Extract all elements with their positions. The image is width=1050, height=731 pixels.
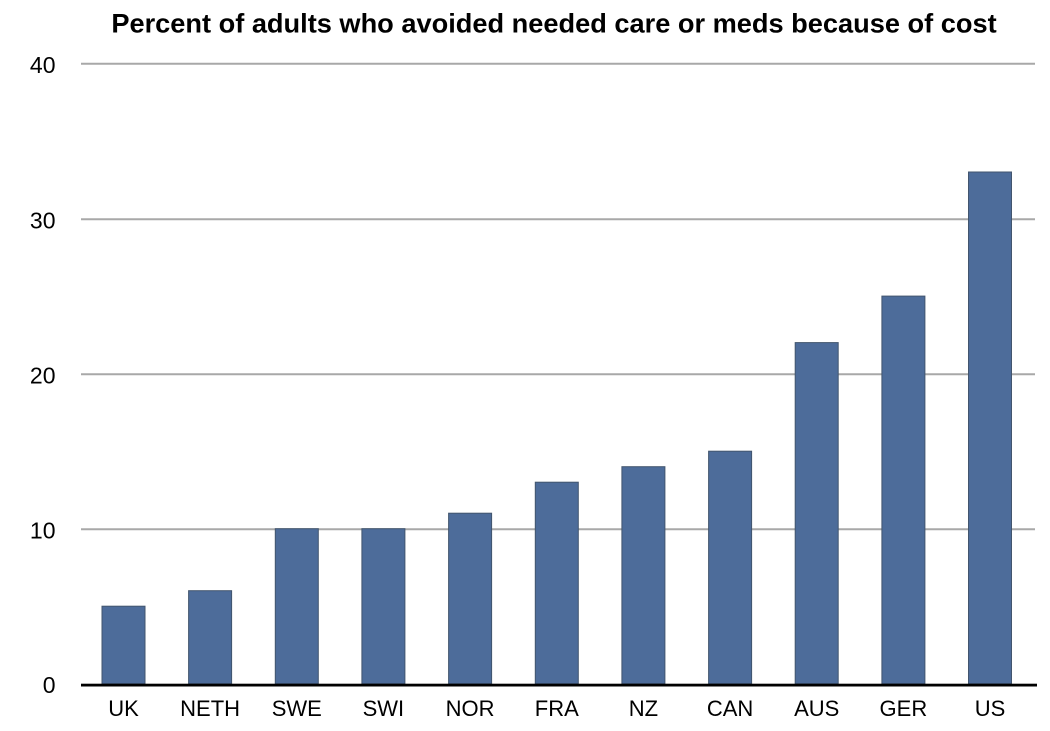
svg-text:NZ: NZ	[629, 696, 658, 721]
svg-text:NETH: NETH	[180, 696, 240, 721]
svg-text:SWI: SWI	[363, 696, 405, 721]
svg-text:40: 40	[30, 52, 56, 78]
svg-text:0: 0	[43, 672, 56, 698]
svg-text:SWE: SWE	[272, 696, 322, 721]
svg-text:UK: UK	[108, 696, 139, 721]
svg-text:20: 20	[30, 362, 56, 388]
svg-text:10: 10	[30, 517, 56, 543]
svg-text:Percent of adults who avoided: Percent of adults who avoided needed car…	[111, 8, 996, 39]
svg-text:AUS: AUS	[794, 696, 839, 721]
svg-text:CAN: CAN	[707, 696, 753, 721]
svg-text:US: US	[975, 696, 1006, 721]
svg-text:30: 30	[30, 207, 56, 233]
svg-text:GER: GER	[880, 696, 928, 721]
svg-text:NOR: NOR	[446, 696, 495, 721]
svg-text:FRA: FRA	[535, 696, 579, 721]
